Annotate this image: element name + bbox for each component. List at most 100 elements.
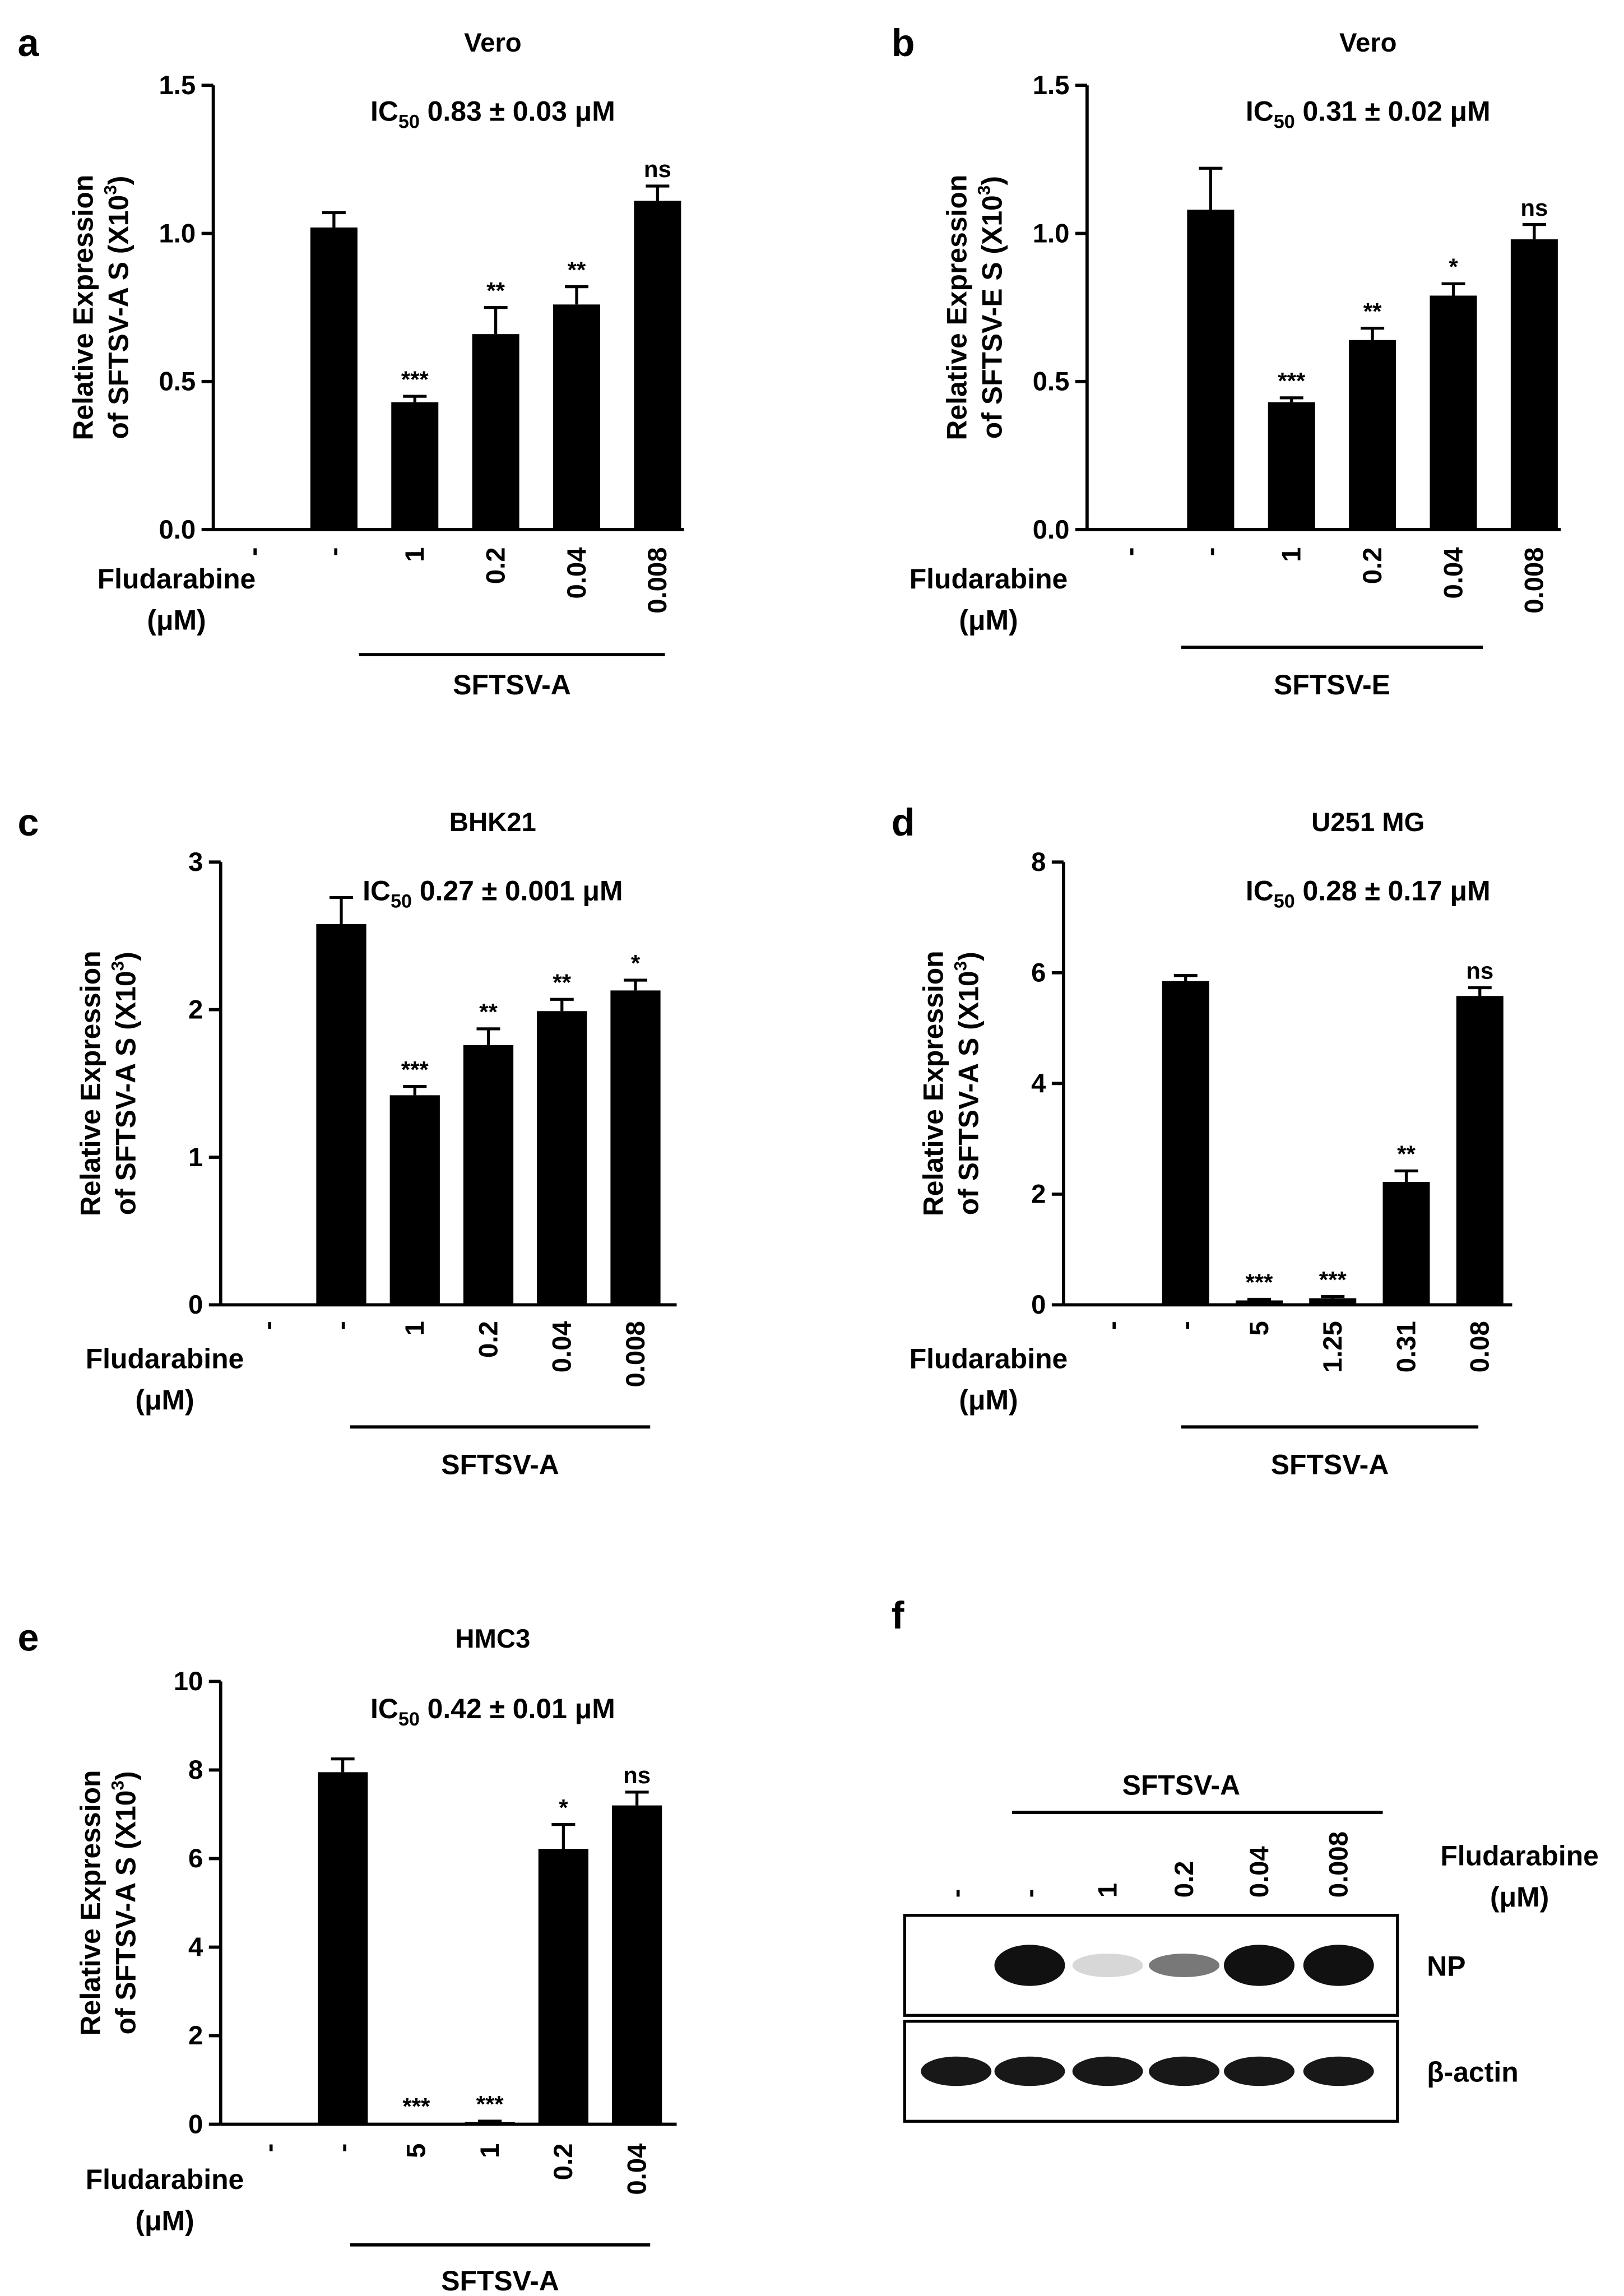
blot-band <box>1072 2056 1143 2086</box>
x-tick-label: 1 <box>475 2144 505 2158</box>
ic50-annotation: IC50 0.31 ± 0.02 μM <box>1246 95 1491 132</box>
bar <box>389 1095 440 1305</box>
ic50-annotation: IC50 0.42 ± 0.01 μM <box>370 1693 615 1730</box>
chart-panel-c: c BHK21 IC50 0.27 ± 0.001 μM Relative Expre… <box>18 801 677 1480</box>
bar <box>612 1805 662 2125</box>
significance-label: *** <box>476 2091 504 2117</box>
x-tick-label: - <box>254 2144 284 2153</box>
bar <box>634 201 681 530</box>
x-tick-label: 1 <box>400 1321 430 1335</box>
y-axis-label-line2: of SFTSV-A S (X10 <box>103 195 134 439</box>
x-tick-label: 0.008 <box>1520 548 1549 614</box>
x-axis-label-line2: (μM) <box>135 1384 194 1416</box>
significance-label: *** <box>1319 1267 1347 1293</box>
panel-label: c <box>18 801 39 844</box>
y-tick-label: 1.5 <box>1033 71 1070 100</box>
ic50-annotation: IC50 0.28 ± 0.17 μM <box>1246 875 1491 912</box>
ic50-annotation: IC50 0.83 ± 0.03 μM <box>370 95 615 132</box>
ic50-subscript: 50 <box>1274 891 1295 912</box>
blot-band <box>921 2056 992 2086</box>
ic50-prefix: IC <box>363 875 391 907</box>
y-tick-label: 0 <box>1031 1290 1046 1320</box>
bar <box>465 2122 515 2125</box>
y-tick-label: 1.0 <box>159 219 196 248</box>
x-tick-label: - <box>328 2144 358 2153</box>
x-axis-label-line2: (μM) <box>959 1384 1018 1416</box>
significance-label: * <box>1449 254 1458 280</box>
bar <box>1510 239 1558 530</box>
y-axis-label-line1: Relative Expression <box>75 1770 106 2035</box>
panel-label: e <box>18 1616 39 1659</box>
y-axis-label-exponent: 3 <box>100 185 120 195</box>
x-tick-label: 0.008 <box>621 1321 651 1387</box>
significance-label: ns <box>1520 194 1548 221</box>
bar <box>1162 981 1209 1305</box>
blot-xlabel-line2: (μM) <box>1490 1881 1549 1913</box>
y-axis-label-close: ) <box>103 176 134 185</box>
x-tick-label: 0.04 <box>562 547 592 599</box>
y-tick-label: 0.0 <box>159 515 196 545</box>
blot-row-label: NP <box>1427 1950 1465 1982</box>
bar <box>1236 1300 1283 1305</box>
y-tick-label: 0.0 <box>1033 515 1070 545</box>
bar <box>391 2123 442 2126</box>
y-tick-label: 1 <box>188 1143 203 1172</box>
x-tick-label: 0.04 <box>622 2143 652 2195</box>
bar <box>391 402 439 530</box>
bar <box>463 1045 514 1305</box>
x-axis-label-line2: (μM) <box>135 2205 194 2237</box>
y-axis-label: Relative Expression of SFTSV-E S (X103) <box>941 175 1008 440</box>
y-tick-label: 1.5 <box>159 71 196 100</box>
y-tick-label: 4 <box>188 1932 203 1962</box>
blot-xlabel-line1: Fludarabine <box>1440 1840 1599 1872</box>
x-tick-label: 0.08 <box>1465 1321 1495 1372</box>
bar <box>1309 1298 1357 1305</box>
x-tick-label: 0.2 <box>474 1321 503 1358</box>
group-label: SFTSV-A <box>441 2265 559 2296</box>
y-axis-label: Relative Expression of SFTSV-A S (X103) <box>75 1770 141 2035</box>
group-label: SFTSV-A <box>441 1449 559 1480</box>
bar <box>1382 1182 1430 1305</box>
x-tick-label: 0.008 <box>643 548 672 614</box>
significance-label: *** <box>401 366 429 392</box>
y-axis-label-line1: Relative Expression <box>75 950 106 1216</box>
y-tick-label: 0 <box>188 1290 203 1320</box>
x-tick-label: - <box>238 548 268 556</box>
group-label: SFTSV-A <box>453 669 571 701</box>
y-axis-label: Relative Expression of SFTSV-A S (X103) <box>75 950 141 1216</box>
panel-label: d <box>892 801 915 844</box>
y-axis-label-line1: Relative Expression <box>67 175 99 440</box>
y-axis-label-line1: Relative Expression <box>918 950 949 1216</box>
chart-title: HMC3 <box>455 1624 530 1654</box>
significance-label: ** <box>1363 298 1382 324</box>
y-tick-label: 3 <box>188 847 203 877</box>
y-axis-label-exponent: 3 <box>107 961 127 971</box>
ic50-subscript: 50 <box>1274 111 1295 132</box>
bar <box>1349 340 1396 530</box>
ic50-prefix: IC <box>1246 95 1274 127</box>
y-axis-label-line2: of SFTSV-A S (X10 <box>110 971 141 1215</box>
blot-row-label: β-actin <box>1427 2056 1518 2088</box>
blot-group-label: SFTSV-A <box>1122 1770 1241 1801</box>
ic50-prefix: IC <box>370 95 398 127</box>
bar <box>316 924 366 1305</box>
blot-band <box>1149 2056 1220 2086</box>
x-tick-label: 0.2 <box>481 548 511 585</box>
chart-title: Vero <box>1339 28 1396 58</box>
bar <box>1187 210 1235 530</box>
x-axis-label-line1: Fludarabine <box>86 2164 244 2195</box>
blot-band <box>1224 1945 1294 1986</box>
x-axis-label-line2: (μM) <box>959 605 1018 636</box>
significance-label: *** <box>1278 368 1306 394</box>
x-tick-label: 1 <box>1277 548 1307 562</box>
x-axis-label-line1: Fludarabine <box>98 563 256 595</box>
bar <box>610 990 661 1305</box>
bar <box>1430 295 1477 530</box>
bar <box>1456 996 1504 1305</box>
bar <box>538 1849 588 2125</box>
bar <box>1268 402 1315 530</box>
x-tick-label: - <box>327 1321 356 1330</box>
ic50-prefix: IC <box>1246 875 1274 907</box>
y-tick-label: 0.5 <box>159 367 196 397</box>
